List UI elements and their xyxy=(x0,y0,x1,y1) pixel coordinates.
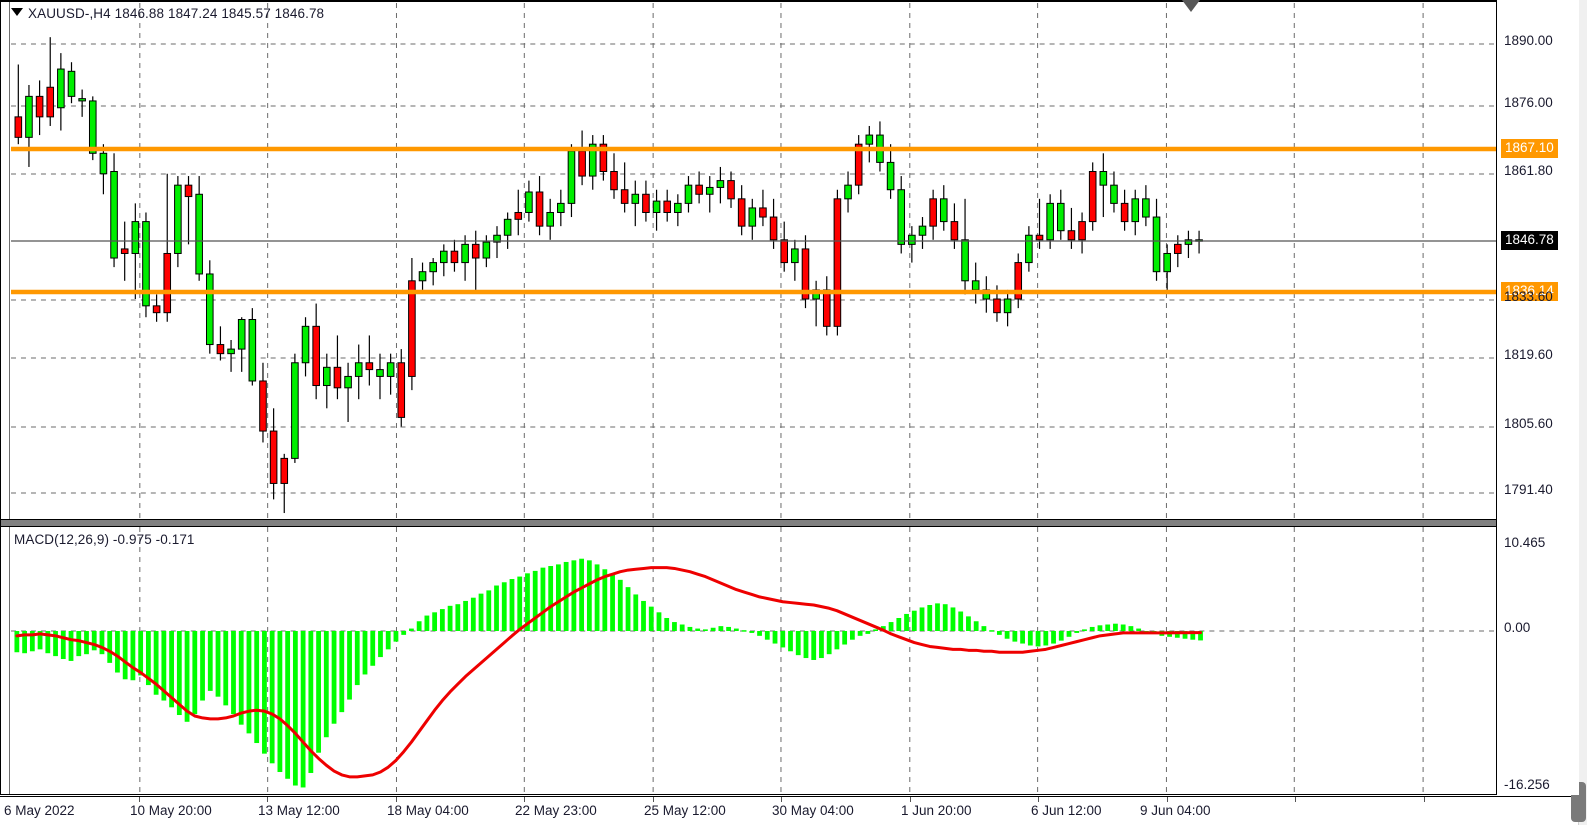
time-axis-tick: 18 May 04:00 xyxy=(387,803,469,818)
current-price-badge[interactable]: 1846.78 xyxy=(1501,231,1558,250)
price-axis-tick: 1833.60 xyxy=(1504,289,1553,304)
pane-separator[interactable] xyxy=(1,519,1496,527)
price-plot[interactable] xyxy=(11,3,1496,519)
time-axis-tick: 25 May 12:00 xyxy=(644,803,726,818)
time-axis-tick: 1 Jun 20:00 xyxy=(901,803,972,818)
macd-pane[interactable] xyxy=(11,527,1496,795)
time-axis-tickmark xyxy=(1424,797,1425,802)
price-axis-tick: 1861.80 xyxy=(1504,163,1553,178)
time-axis-tick: 9 Jun 04:00 xyxy=(1140,803,1211,818)
price-axis[interactable]: 1890.00 1876.00 1867.10 1861.80 1846.78 1836.… xyxy=(1498,0,1579,795)
time-axis-tickmark xyxy=(396,797,397,802)
macd-axis-tick: 10.465 xyxy=(1504,535,1546,550)
time-axis-tick: 30 May 04:00 xyxy=(772,803,854,818)
time-axis-tickmark xyxy=(781,797,782,802)
time-axis-tickmark xyxy=(910,797,911,802)
macd-plot[interactable] xyxy=(11,527,1496,795)
price-pane-label: XAUUSD-,H4 1846.88 1847.24 1845.57 1846.… xyxy=(28,6,325,21)
price-axis-tick: 1819.60 xyxy=(1504,347,1553,362)
time-axis-tick: 10 May 20:00 xyxy=(130,803,212,818)
chart-canvas[interactable]: XAUUSD-,H4 1846.88 1847.24 1845.57 1846.… xyxy=(0,0,1497,795)
level-price-badge[interactable]: 1836.14 xyxy=(1501,282,1558,301)
level-price-badge[interactable]: 1867.10 xyxy=(1501,139,1558,158)
time-axis-tickmark xyxy=(267,797,268,802)
macd-axis-tick: -16.256 xyxy=(1504,777,1550,792)
vertical-scrollbar-track[interactable] xyxy=(1571,0,1587,825)
time-axis-tickmark xyxy=(1295,797,1296,802)
time-axis-tick: 13 May 12:00 xyxy=(258,803,340,818)
macd-pane-label: MACD(12,26,9) -0.975 -0.171 xyxy=(14,532,195,547)
macd-axis-tick: 0.00 xyxy=(1504,620,1531,635)
triangle-down-icon[interactable] xyxy=(11,8,23,16)
left-rail xyxy=(1,2,10,794)
time-axis-tick: 22 May 23:00 xyxy=(515,803,597,818)
triangle-down-marker-icon[interactable] xyxy=(1182,0,1200,12)
time-axis-tickmark xyxy=(653,797,654,802)
price-axis-tick: 1791.40 xyxy=(1504,482,1553,497)
price-axis-tick: 1890.00 xyxy=(1504,33,1553,48)
time-axis-tick: 6 May 2022 xyxy=(4,803,75,818)
price-pane[interactable] xyxy=(11,3,1496,519)
price-axis-tick: 1876.00 xyxy=(1504,95,1553,110)
time-axis-tickmark xyxy=(139,797,140,802)
price-axis-tick: 1805.60 xyxy=(1504,416,1553,431)
time-axis-tickmark xyxy=(524,797,525,802)
time-axis-tickmark xyxy=(1167,797,1168,802)
time-axis-tickmark xyxy=(1038,797,1039,802)
time-axis: 6 May 2022 10 May 20:00 13 May 12:00 18 May… xyxy=(0,796,1587,825)
time-axis-tick: 6 Jun 12:00 xyxy=(1031,803,1102,818)
